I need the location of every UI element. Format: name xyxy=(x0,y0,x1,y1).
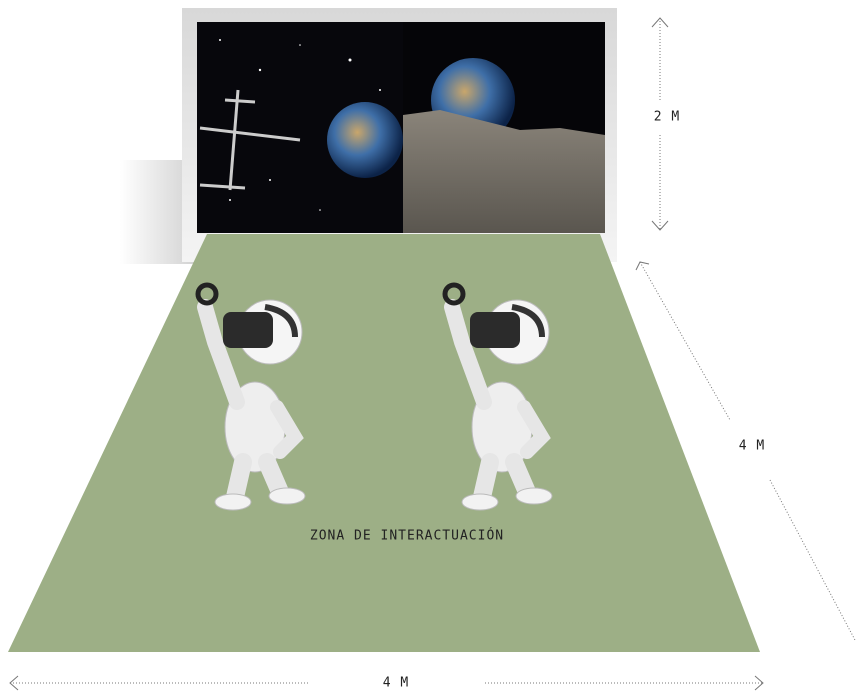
interaction-zone xyxy=(8,234,760,652)
earth xyxy=(327,102,403,178)
zone-label: ZONA DE INTERACTUACIÓN xyxy=(310,528,504,544)
diagram: ZONA DE INTERACTUACIÓN 2 M 4 M 4 M xyxy=(0,0,859,694)
zone-width-label: 4 M xyxy=(383,676,409,691)
screen-height-label: 2 M xyxy=(654,110,680,125)
zone-depth-label: 4 M xyxy=(739,439,765,454)
